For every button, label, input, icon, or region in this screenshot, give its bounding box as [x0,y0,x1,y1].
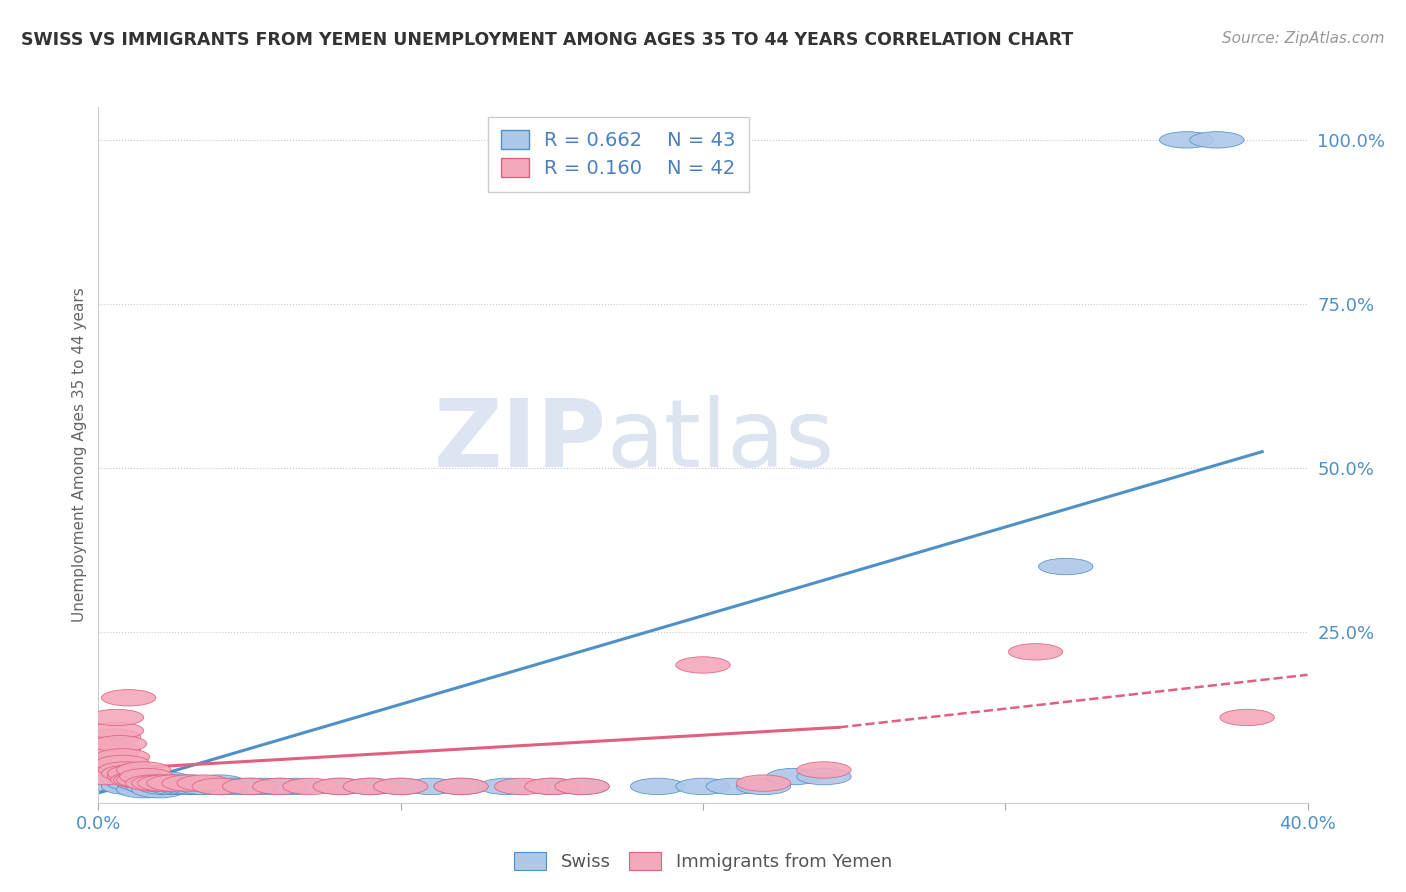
Ellipse shape [177,778,232,795]
Ellipse shape [374,778,427,795]
Ellipse shape [1008,644,1063,660]
Ellipse shape [86,775,141,791]
Ellipse shape [630,778,685,795]
Ellipse shape [314,778,367,795]
Ellipse shape [524,778,579,795]
Ellipse shape [117,781,172,797]
Y-axis label: Unemployment Among Ages 35 to 44 years: Unemployment Among Ages 35 to 44 years [72,287,87,623]
Legend: R = 0.662    N = 43, R = 0.160    N = 42: R = 0.662 N = 43, R = 0.160 N = 42 [488,117,749,192]
Ellipse shape [125,778,180,795]
Ellipse shape [524,778,579,795]
Ellipse shape [177,775,232,791]
Ellipse shape [101,778,156,795]
Ellipse shape [1189,132,1244,148]
Ellipse shape [193,775,246,791]
Ellipse shape [107,775,162,791]
Ellipse shape [96,772,150,788]
Ellipse shape [107,768,162,785]
Ellipse shape [1039,558,1092,574]
Ellipse shape [555,778,609,795]
Ellipse shape [374,778,427,795]
Ellipse shape [114,772,167,788]
Ellipse shape [80,756,135,772]
Ellipse shape [283,778,337,795]
Ellipse shape [162,775,217,791]
Ellipse shape [96,756,150,772]
Ellipse shape [98,762,153,778]
Ellipse shape [111,772,165,788]
Ellipse shape [193,778,246,795]
Ellipse shape [207,778,262,795]
Ellipse shape [117,775,172,791]
Ellipse shape [555,778,609,795]
Ellipse shape [1160,132,1213,148]
Ellipse shape [93,736,146,752]
Ellipse shape [90,709,143,726]
Text: Source: ZipAtlas.com: Source: ZipAtlas.com [1222,31,1385,46]
Ellipse shape [737,778,790,795]
Ellipse shape [238,778,292,795]
Ellipse shape [125,775,180,791]
Ellipse shape [1220,709,1274,726]
Ellipse shape [132,775,186,791]
Ellipse shape [434,778,488,795]
Ellipse shape [101,765,156,781]
Ellipse shape [314,778,367,795]
Ellipse shape [86,729,141,746]
Ellipse shape [253,778,307,795]
Ellipse shape [193,778,246,795]
Ellipse shape [676,657,730,673]
Ellipse shape [495,778,548,795]
Ellipse shape [101,772,156,788]
Ellipse shape [146,775,201,791]
Ellipse shape [737,775,790,791]
Ellipse shape [117,762,172,778]
Ellipse shape [167,778,222,795]
Ellipse shape [146,778,201,795]
Ellipse shape [132,781,186,797]
Ellipse shape [101,690,156,706]
Ellipse shape [117,772,172,788]
Text: ZIP: ZIP [433,395,606,487]
Ellipse shape [479,778,534,795]
Ellipse shape [90,723,143,739]
Ellipse shape [83,748,138,765]
Ellipse shape [96,748,150,765]
Ellipse shape [766,768,821,785]
Ellipse shape [267,778,322,795]
Ellipse shape [706,778,761,795]
Ellipse shape [797,768,851,785]
Ellipse shape [676,778,730,795]
Ellipse shape [162,778,217,795]
Ellipse shape [86,742,141,758]
Ellipse shape [222,778,277,795]
Ellipse shape [343,778,398,795]
Text: atlas: atlas [606,395,835,487]
Ellipse shape [132,775,186,791]
Ellipse shape [434,778,488,795]
Ellipse shape [253,778,307,795]
Text: SWISS VS IMMIGRANTS FROM YEMEN UNEMPLOYMENT AMONG AGES 35 TO 44 YEARS CORRELATIO: SWISS VS IMMIGRANTS FROM YEMEN UNEMPLOYM… [21,31,1073,49]
Ellipse shape [162,775,217,791]
Ellipse shape [797,762,851,778]
Ellipse shape [138,778,193,795]
Ellipse shape [77,768,132,785]
Ellipse shape [343,778,398,795]
Ellipse shape [222,778,277,795]
Ellipse shape [156,778,211,795]
Ellipse shape [138,772,193,788]
Legend: Swiss, Immigrants from Yemen: Swiss, Immigrants from Yemen [506,846,900,879]
Ellipse shape [107,765,162,781]
Ellipse shape [138,775,193,791]
Ellipse shape [146,775,201,791]
Ellipse shape [120,768,174,785]
Ellipse shape [404,778,458,795]
